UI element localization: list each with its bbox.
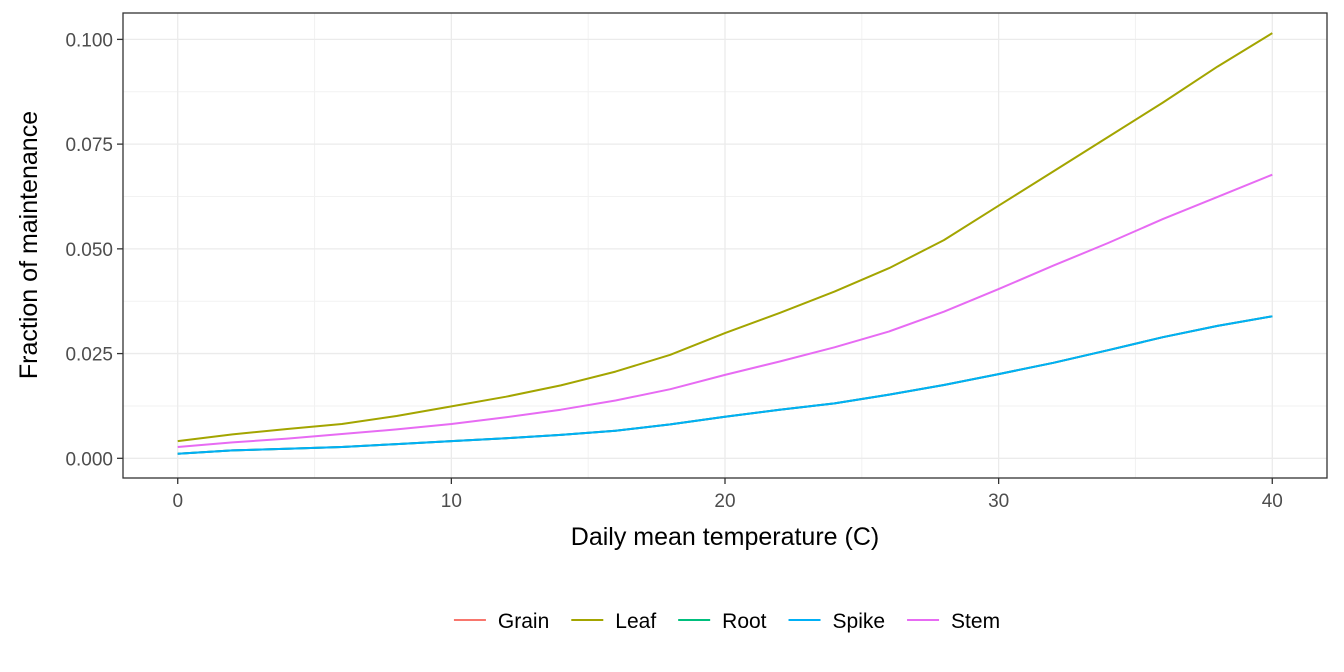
y-axis-title: Fraction of maintenance [15,111,43,379]
x-tick-label: 20 [714,491,735,512]
y-tick-label: 0.050 [65,240,113,261]
x-tick-label: 10 [441,491,462,512]
y-axis: 0.000 0.025 0.050 0.075 0.100 [65,30,123,470]
legend-item-grain: Grain [453,610,549,633]
legend-item-leaf: Leaf [571,610,656,633]
legend-item-spike: Spike [788,610,886,633]
grid-major [123,13,1327,478]
y-tick-label: 0.000 [65,449,113,470]
x-tick-label: 40 [1262,491,1283,512]
series-lines [177,32,1273,455]
legend: Grain Leaf Root Spike Stem [453,610,1000,633]
x-tick-label: 30 [988,491,1009,512]
legend-item-root: Root [678,610,767,633]
legend-label-grain: Grain [498,610,549,633]
y-tick-label: 0.025 [65,345,113,366]
legend-label-root: Root [722,610,767,633]
legend-label-spike: Spike [833,610,886,633]
x-tick-label: 0 [172,491,183,512]
series-line-leaf [177,32,1273,443]
series-line-spike [177,315,1273,455]
series-line-stem [177,173,1273,448]
legend-label-leaf: Leaf [615,610,656,633]
y-tick-label: 0.100 [65,30,113,51]
legend-item-stem: Stem [907,610,1000,633]
x-axis: 0 10 20 30 40 [172,478,1283,512]
x-axis-title: Daily mean temperature (C) [571,523,879,551]
y-tick-label: 0.075 [65,135,113,156]
legend-label-stem: Stem [951,610,1000,633]
